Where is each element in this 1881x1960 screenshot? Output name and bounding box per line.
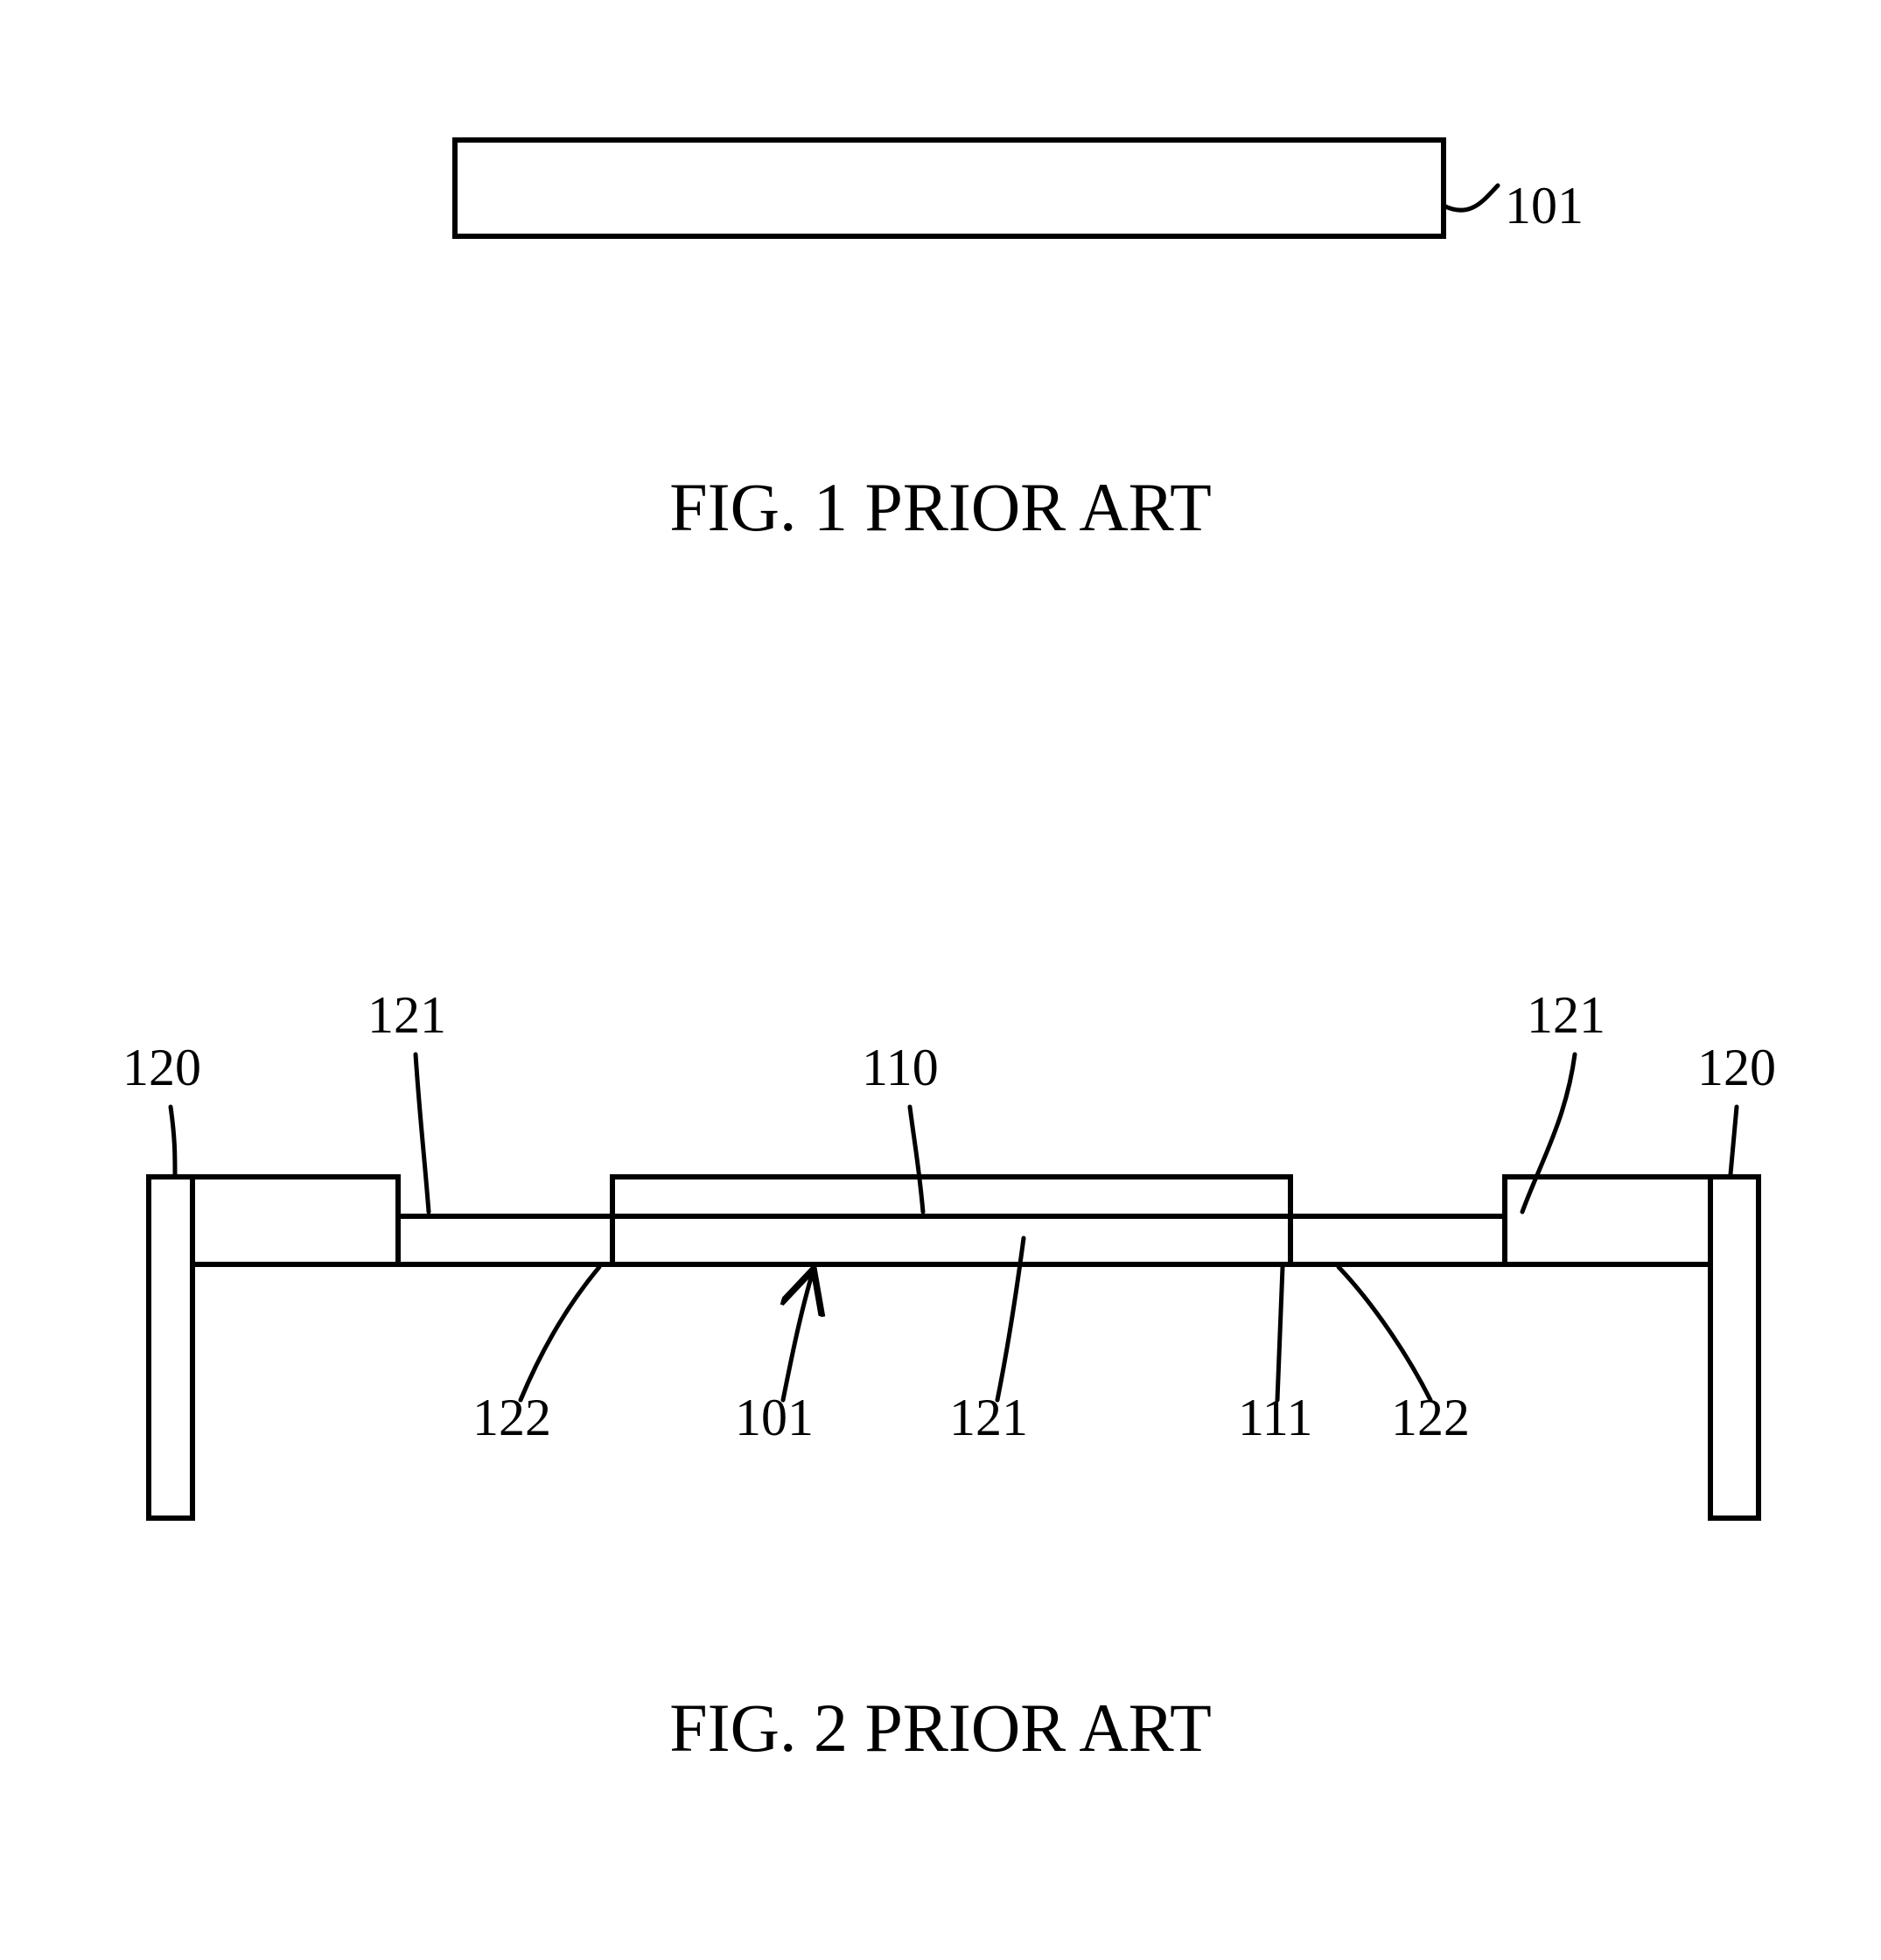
fig1-ref-101: 101 bbox=[1505, 177, 1584, 234]
fig2-ref-122: 122 bbox=[1391, 1389, 1470, 1446]
fig2-ref-110: 110 bbox=[862, 1039, 939, 1096]
fig2-ref-122: 122 bbox=[472, 1389, 551, 1446]
fig2-ref-111: 111 bbox=[1238, 1389, 1313, 1446]
fig2-caption: FIG. 2 PRIOR ART bbox=[0, 1689, 1881, 1768]
fig1-caption: FIG. 1 PRIOR ART bbox=[0, 468, 1881, 547]
fig2-ref-101: 101 bbox=[735, 1389, 814, 1446]
fig2-ref-120: 120 bbox=[122, 1039, 201, 1096]
fig2-ref-121: 121 bbox=[1527, 986, 1605, 1044]
fig2-ref-121: 121 bbox=[949, 1389, 1028, 1446]
fig2-ref-120: 120 bbox=[1697, 1039, 1776, 1096]
fig2-ref-121: 121 bbox=[367, 986, 446, 1044]
